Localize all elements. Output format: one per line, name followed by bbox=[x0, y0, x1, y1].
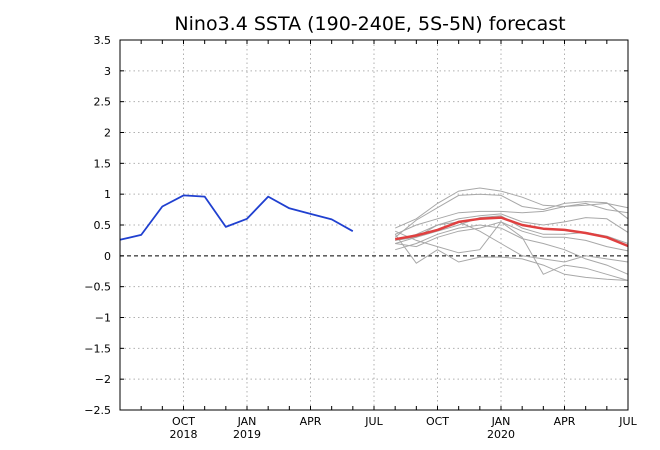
y-tick-label: 3.5 bbox=[94, 34, 112, 47]
ensemble-member-line bbox=[394, 202, 629, 235]
y-tick-label: 1.5 bbox=[94, 157, 112, 170]
x-tick-year-label: 2020 bbox=[487, 428, 515, 441]
ensemble-member-line bbox=[395, 224, 629, 275]
y-tick-label: −0.5 bbox=[84, 281, 111, 294]
y-tick-label: 2.5 bbox=[94, 96, 112, 109]
y-tick-label: −2 bbox=[95, 373, 111, 386]
x-tick-label: APR bbox=[300, 415, 322, 428]
ensemble-mean-layer bbox=[394, 216, 629, 248]
y-tick-label: −2.5 bbox=[84, 404, 111, 417]
grid-layer bbox=[120, 40, 628, 410]
y-tick-label: −1 bbox=[95, 312, 111, 325]
x-tick-year-label: 2018 bbox=[170, 428, 198, 441]
y-tick-label: 2 bbox=[104, 127, 111, 140]
ensemble-member-line bbox=[395, 213, 629, 241]
observed-series-layer bbox=[119, 194, 354, 241]
ensemble-member-line bbox=[395, 221, 629, 263]
x-tick-label: JAN bbox=[491, 415, 511, 428]
ensemble-mean-line bbox=[394, 216, 629, 248]
x-tick-label: APR bbox=[554, 415, 576, 428]
axes-layer bbox=[119, 39, 629, 411]
y-tick-labels: −2.5 −2 −1.5 −1 −0.5 0 0.5 1 1.5 2 2.5 3 3.5 bbox=[84, 34, 111, 417]
ensemble-member-line bbox=[395, 221, 629, 281]
ensemble-member-line bbox=[395, 221, 629, 252]
x-tick-label: JUL bbox=[618, 415, 637, 428]
plot-frame bbox=[119, 39, 629, 411]
x-tick-label: OCT bbox=[426, 415, 449, 428]
x-tick-label: OCT bbox=[172, 415, 195, 428]
y-tick-label: 0.5 bbox=[94, 219, 112, 232]
x-tick-label: JUL bbox=[364, 415, 383, 428]
x-tick-label: JAN bbox=[237, 415, 257, 428]
y-tick-label: 0 bbox=[104, 250, 111, 263]
x-tick-year-label: 2019 bbox=[233, 428, 261, 441]
ensemble-member-line bbox=[394, 187, 629, 229]
chart-title: Nino3.4 SSTA (190-240E, 5S-5N) forecast bbox=[174, 13, 565, 35]
observed-series-line bbox=[119, 194, 354, 241]
ensemble-member-line bbox=[394, 193, 629, 238]
ensemble-member-line bbox=[394, 234, 629, 281]
y-tick-label: 3 bbox=[104, 65, 111, 78]
y-tick-label: 1 bbox=[104, 188, 111, 201]
y-tick-label: −1.5 bbox=[84, 342, 111, 355]
